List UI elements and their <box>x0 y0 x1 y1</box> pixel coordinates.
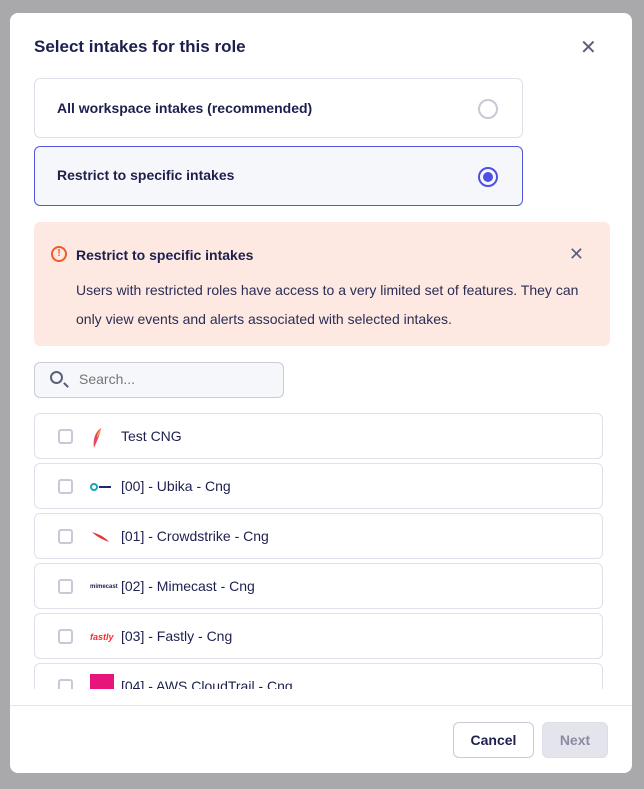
aws-cloudtrail-logo-icon <box>90 674 114 689</box>
alert-title: Restrict to specific intakes <box>76 247 254 263</box>
intake-row[interactable]: [04] - AWS CloudTrail - Cng <box>34 663 603 689</box>
intake-list: Test CNG [00] - Ubika - Cng [01] - Crowd… <box>34 413 604 689</box>
intake-label: Test CNG <box>121 428 182 444</box>
next-button[interactable]: Next <box>542 722 608 758</box>
checkbox[interactable] <box>58 629 73 644</box>
fastly-logo-icon: fastly <box>90 632 114 642</box>
intake-label: [00] - Ubika - Cng <box>121 478 231 494</box>
feather-logo-icon <box>90 427 114 448</box>
intake-label: [04] - AWS CloudTrail - Cng <box>121 678 293 689</box>
intake-label: [02] - Mimecast - Cng <box>121 578 255 594</box>
option-all-intakes[interactable]: All workspace intakes (recommended) <box>34 78 523 138</box>
search-input[interactable] <box>79 371 269 387</box>
alert-body: Users with restricted roles have access … <box>76 282 579 327</box>
option-restrict-intakes[interactable]: Restrict to specific intakes <box>34 146 523 206</box>
ubika-logo-icon <box>90 477 114 497</box>
search-icon <box>50 371 63 384</box>
restrict-alert: ! Restrict to specific intakes ✕ Users w… <box>34 222 610 346</box>
select-intakes-modal: Select intakes for this role ✕ All works… <box>10 13 632 773</box>
intake-label: [01] - Crowdstrike - Cng <box>121 528 269 544</box>
checkbox[interactable] <box>58 529 73 544</box>
radio-restrict-intakes[interactable] <box>478 167 498 187</box>
intake-row[interactable]: Test CNG <box>34 413 603 459</box>
alert-close-icon[interactable]: ✕ <box>568 244 584 264</box>
intake-row[interactable]: fastly [03] - Fastly - Cng <box>34 613 603 659</box>
option-label: Restrict to specific intakes <box>57 167 235 183</box>
cancel-button[interactable]: Cancel <box>453 722 534 758</box>
crowdstrike-logo-icon <box>90 527 114 547</box>
intake-label: [03] - Fastly - Cng <box>121 628 233 644</box>
checkbox[interactable] <box>58 579 73 594</box>
intake-row[interactable]: [01] - Crowdstrike - Cng <box>34 513 603 559</box>
intake-row[interactable]: [00] - Ubika - Cng <box>34 463 603 509</box>
intake-row[interactable]: mimecast [02] - Mimecast - Cng <box>34 563 603 609</box>
checkbox[interactable] <box>58 429 73 444</box>
search-field[interactable] <box>34 362 284 398</box>
radio-all-intakes[interactable] <box>478 99 498 119</box>
mimecast-logo-icon: mimecast <box>90 584 118 590</box>
close-icon[interactable]: ✕ <box>580 37 597 59</box>
warning-icon: ! <box>51 246 67 262</box>
checkbox[interactable] <box>58 479 73 494</box>
footer-divider <box>10 705 632 706</box>
option-label: All workspace intakes (recommended) <box>57 100 313 116</box>
modal-title: Select intakes for this role <box>34 37 246 56</box>
checkbox[interactable] <box>58 679 73 689</box>
